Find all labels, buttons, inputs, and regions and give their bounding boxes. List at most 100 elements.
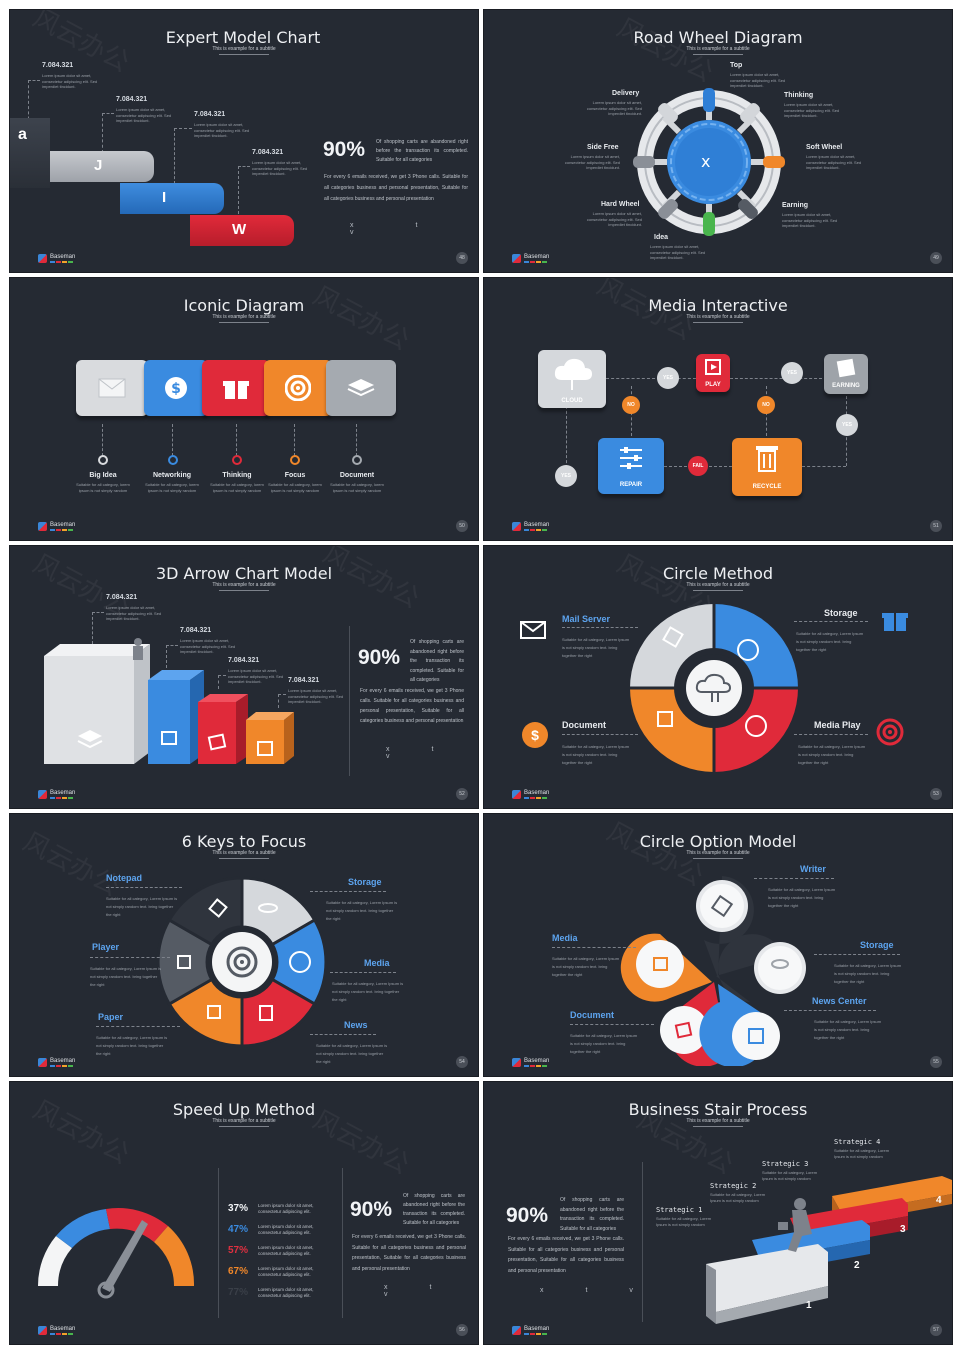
- text-thinking: Lorem ipsum dolor sit amet, consectetur …: [784, 102, 840, 118]
- slide-speed-up-method[interactable]: 风云办公 风云办公 Speed Up Method This is exampl…: [9, 1081, 479, 1345]
- label-storage: Storage: [348, 877, 382, 887]
- dollar-icon: $: [522, 722, 548, 748]
- decision-yes-2: YES: [781, 362, 803, 384]
- slide-subtitle: This is example for a subtitle: [686, 1118, 750, 1124]
- step-block-i: [120, 183, 224, 214]
- node-recycle[interactable]: RECYCLE: [732, 438, 802, 496]
- label-focus: Focus: [284, 472, 306, 479]
- icon-box-networking: $: [144, 360, 208, 416]
- text-networking: Suitable for all category, lorem ipsum i…: [145, 482, 199, 493]
- brand-logo: Baseman: [38, 522, 75, 531]
- connector: [28, 80, 40, 81]
- svg-text:$: $: [171, 381, 181, 397]
- logo-text: Baseman: [50, 522, 76, 528]
- wheel-center-label: x: [701, 152, 711, 171]
- label-side-free: Side Free: [587, 144, 619, 151]
- xtv-row: x t v: [350, 222, 448, 236]
- decision-no-2: NO: [757, 396, 775, 414]
- slide-road-wheel-diagram[interactable]: 风云办公 Road Wheel Diagram This is example …: [483, 9, 953, 273]
- stat-percent: 67%: [228, 1266, 249, 1277]
- icon-box-document: [326, 360, 396, 416]
- speed-gauge: [37, 1208, 195, 1299]
- decision-yes-1: YES: [657, 367, 679, 389]
- stat-text: Lorem ipsum dolor sit amet, consectetur …: [258, 1202, 314, 1214]
- logo-text: Baseman: [524, 522, 550, 528]
- stat-text: Lorem ipsum dolor sit amet, consectetur …: [258, 1244, 314, 1256]
- slide-iconic-diagram[interactable]: 风云办公 Iconic Diagram This is example for …: [9, 277, 479, 541]
- text-document: Suitable for all category, Lorem Ipsum i…: [570, 1033, 638, 1054]
- brand-logo: Baseman: [512, 790, 549, 799]
- decision-yes-4: YES: [555, 465, 577, 487]
- slide-subtitle: This is example for a subtitle: [686, 582, 750, 588]
- text-paper: Suitable for all category, Lorem Ipsum i…: [96, 1035, 168, 1056]
- page-number: 57: [930, 1324, 942, 1336]
- connector: [552, 947, 636, 948]
- connector: [166, 645, 167, 673]
- slide-circle-method[interactable]: 风云办公 Circle Method This is example for a…: [483, 545, 953, 809]
- text-media-play: Suitable for all category, Lorem Ipsum i…: [798, 744, 866, 765]
- brand-logo: Baseman: [512, 1058, 549, 1067]
- logo-icon: [38, 1058, 47, 1067]
- connector: [310, 891, 386, 892]
- logo-icon: [512, 522, 521, 531]
- connector: [278, 694, 286, 695]
- label-idea: Idea: [654, 234, 669, 241]
- label-delivery: Delivery: [612, 90, 640, 97]
- note-icon: [836, 358, 856, 378]
- logo-text: Baseman: [50, 1058, 76, 1064]
- slide-6-keys-to-focus[interactable]: 风云办公 6 Keys to Focus This is example for…: [9, 813, 479, 1077]
- connector: [562, 734, 638, 735]
- connector: [606, 378, 696, 379]
- marker-dot: [290, 455, 300, 465]
- marker-dot: [98, 455, 108, 465]
- logo-bars: [524, 797, 549, 799]
- body-text: For every 6 emails received, we get 3 Ph…: [324, 174, 468, 202]
- connector: [102, 424, 103, 456]
- dollar-icon: $: [165, 377, 187, 399]
- step-block-w: [190, 215, 294, 246]
- value-text-1: Lorem ipsum dolor sit amet, consectetur …: [42, 73, 98, 89]
- logo-icon: [38, 790, 47, 799]
- logo-bars: [50, 1333, 75, 1335]
- slide-title: Speed Up Method: [172, 1100, 316, 1119]
- logo-text: Baseman: [50, 790, 76, 796]
- node-play[interactable]: PLAY: [696, 354, 730, 392]
- connector: [218, 675, 226, 676]
- brand-logo: Baseman: [38, 790, 75, 799]
- slide-expert-model-chart[interactable]: 风云办公 Expert Model Chart This is example …: [9, 9, 479, 273]
- percent-value: 90%: [506, 1204, 549, 1227]
- slide-subtitle: This is example for a subtitle: [686, 314, 750, 320]
- slide-title: 3D Arrow Chart Model: [155, 564, 333, 583]
- slide-3d-arrow-chart-model[interactable]: 风云办公 风云办公 3D Arrow Chart Model This is e…: [9, 545, 479, 809]
- slide-circle-option-model[interactable]: 风云办公 Circle Option Model This is example…: [483, 813, 953, 1077]
- label-player: Player: [92, 942, 120, 952]
- stair-number-4: 4: [936, 1195, 942, 1206]
- node-cloud[interactable]: CLOUD: [538, 350, 606, 408]
- value-text-4: Lorem ipsum dolor sit amet, consectetur …: [252, 160, 308, 176]
- brand-logo: Baseman: [38, 254, 75, 263]
- node-repair[interactable]: REPAIR: [598, 438, 664, 494]
- slide-media-interactive[interactable]: 风云办公 Media Interactive This is example f…: [483, 277, 953, 541]
- marker-dot: [168, 455, 178, 465]
- page-number: 51: [930, 520, 942, 532]
- cloud-icon: [554, 358, 592, 390]
- value-label-4: 7.084.321: [252, 149, 284, 156]
- connector: [754, 878, 834, 879]
- label-news-center: News Center: [812, 996, 867, 1006]
- node-earning[interactable]: EARNING: [824, 354, 868, 394]
- xtv-row: x t v: [384, 1284, 452, 1298]
- decision-no-1: NO: [622, 396, 640, 414]
- label-paper: Paper: [98, 1012, 124, 1022]
- six-keys-graphic: [156, 876, 328, 1048]
- subtitle-underline: [219, 590, 269, 591]
- stat-percent: 37%: [228, 1203, 249, 1214]
- sliders-icon: [620, 447, 642, 469]
- stat-percent: 77%: [228, 1287, 249, 1298]
- label-mail-server: Mail Server: [562, 614, 611, 624]
- value-label-4: 7.084.321: [288, 677, 320, 684]
- subtitle-underline: [219, 858, 269, 859]
- slide-business-stair-process[interactable]: 风云办公 Business Stair Process This is exam…: [483, 1081, 953, 1345]
- stack-icon: [347, 379, 375, 397]
- step-label-j: J: [94, 157, 103, 174]
- value-text-3: Lorem ipsum dolor sit amet, consectetur …: [228, 668, 284, 684]
